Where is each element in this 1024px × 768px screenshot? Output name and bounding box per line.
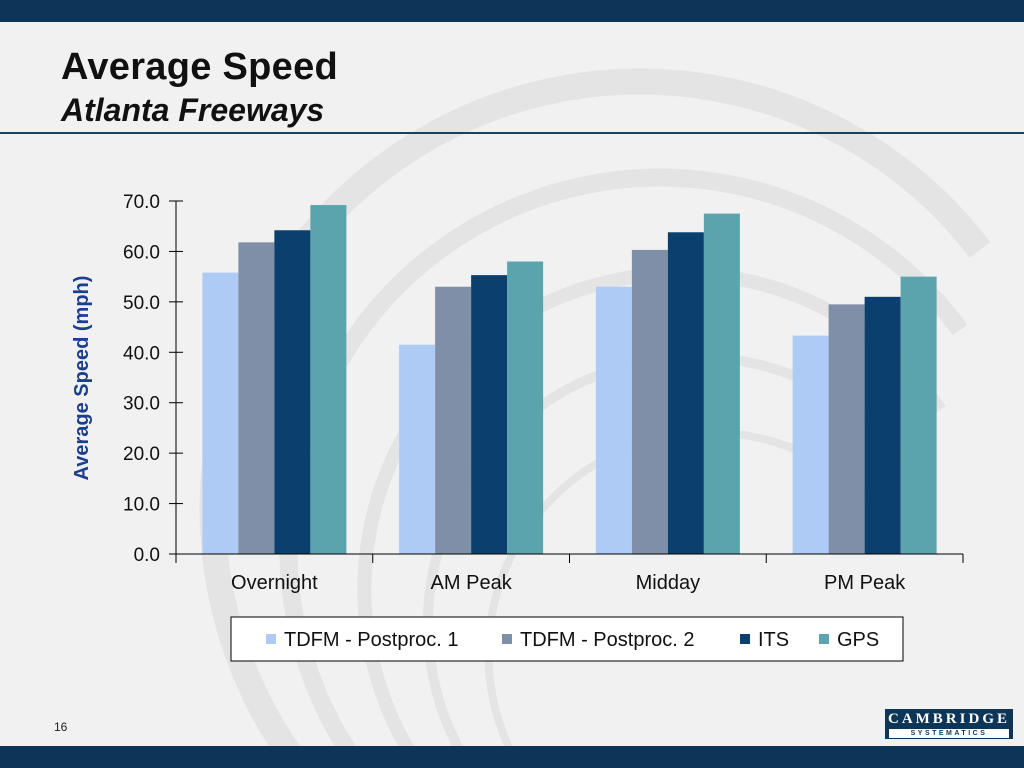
bars — [202, 205, 937, 554]
top-band — [0, 0, 1024, 22]
logo-tagline: SYSTEMATICS — [889, 729, 1009, 738]
legend-swatch — [266, 634, 276, 644]
bar-tdfm-postproc-2-overnight — [238, 242, 275, 554]
legend-label: TDFM - Postproc. 2 — [520, 629, 694, 651]
bottom-band — [0, 746, 1024, 768]
bar-gps-am-peak — [507, 261, 544, 554]
bar-gps-pm-peak — [900, 276, 937, 554]
bar-tdfm-postproc-1-pm-peak — [792, 335, 829, 554]
chart-legend: TDFM - Postproc. 1 TDFM - Postproc. 2 ITS G… — [230, 616, 904, 662]
y-tick-label: 10.0 — [123, 495, 160, 516]
x-axis: Overnight AM Peak Midday PM Peak — [175, 553, 964, 594]
bar-tdfm-postproc-2-pm-peak — [828, 304, 865, 554]
legend-label: ITS — [758, 629, 789, 651]
x-tick-label: PM Peak — [824, 572, 906, 594]
y-tick-label: 0.0 — [134, 545, 160, 566]
bar-its-am-peak — [471, 275, 508, 554]
y-tick-label: 70.0 — [123, 192, 160, 213]
bar-tdfm-postproc-2-midday — [631, 249, 668, 554]
bar-gps-midday — [703, 213, 740, 554]
bar-tdfm-postproc-1-overnight — [202, 272, 239, 554]
cambridge-logo: CAMBRIDGE SYSTEMATICS — [885, 709, 1013, 739]
y-tick-label: 50.0 — [123, 293, 160, 314]
slide-title: Average Speed — [61, 46, 339, 88]
y-tick-label: 30.0 — [123, 394, 160, 415]
legend-label: TDFM - Postproc. 1 — [284, 629, 458, 651]
y-tick-label: 40.0 — [123, 343, 160, 364]
bar-tdfm-postproc-2-am-peak — [435, 286, 472, 554]
title-rule — [0, 132, 1024, 134]
x-tick-label: AM Peak — [431, 572, 513, 594]
legend-swatch — [740, 634, 750, 644]
legend-swatch — [502, 634, 512, 644]
x-tick-label: Midday — [636, 572, 700, 594]
bar-tdfm-postproc-1-midday — [595, 286, 632, 554]
x-tick-label: Overnight — [231, 572, 318, 594]
bar-its-overnight — [274, 230, 311, 554]
y-tick-label: 60.0 — [123, 242, 160, 263]
y-tick-label: 20.0 — [123, 444, 160, 465]
y-axis-ticks: 0.0 10.0 20.0 30.0 40.0 50.0 60.0 70.0 — [123, 192, 183, 566]
slide-subtitle: Atlanta Freeways — [61, 92, 325, 128]
legend-label: GPS — [837, 629, 879, 651]
page-number: 16 — [54, 720, 68, 734]
legend-swatch — [819, 634, 829, 644]
legend-box — [230, 616, 904, 662]
y-axis-label: Average Speed (mph) — [71, 276, 93, 481]
bar-gps-overnight — [310, 205, 347, 554]
bar-its-pm-peak — [864, 296, 901, 554]
bar-tdfm-postproc-1-am-peak — [399, 344, 436, 554]
bar-its-midday — [667, 232, 704, 554]
logo-name: CAMBRIDGE — [887, 711, 1010, 727]
